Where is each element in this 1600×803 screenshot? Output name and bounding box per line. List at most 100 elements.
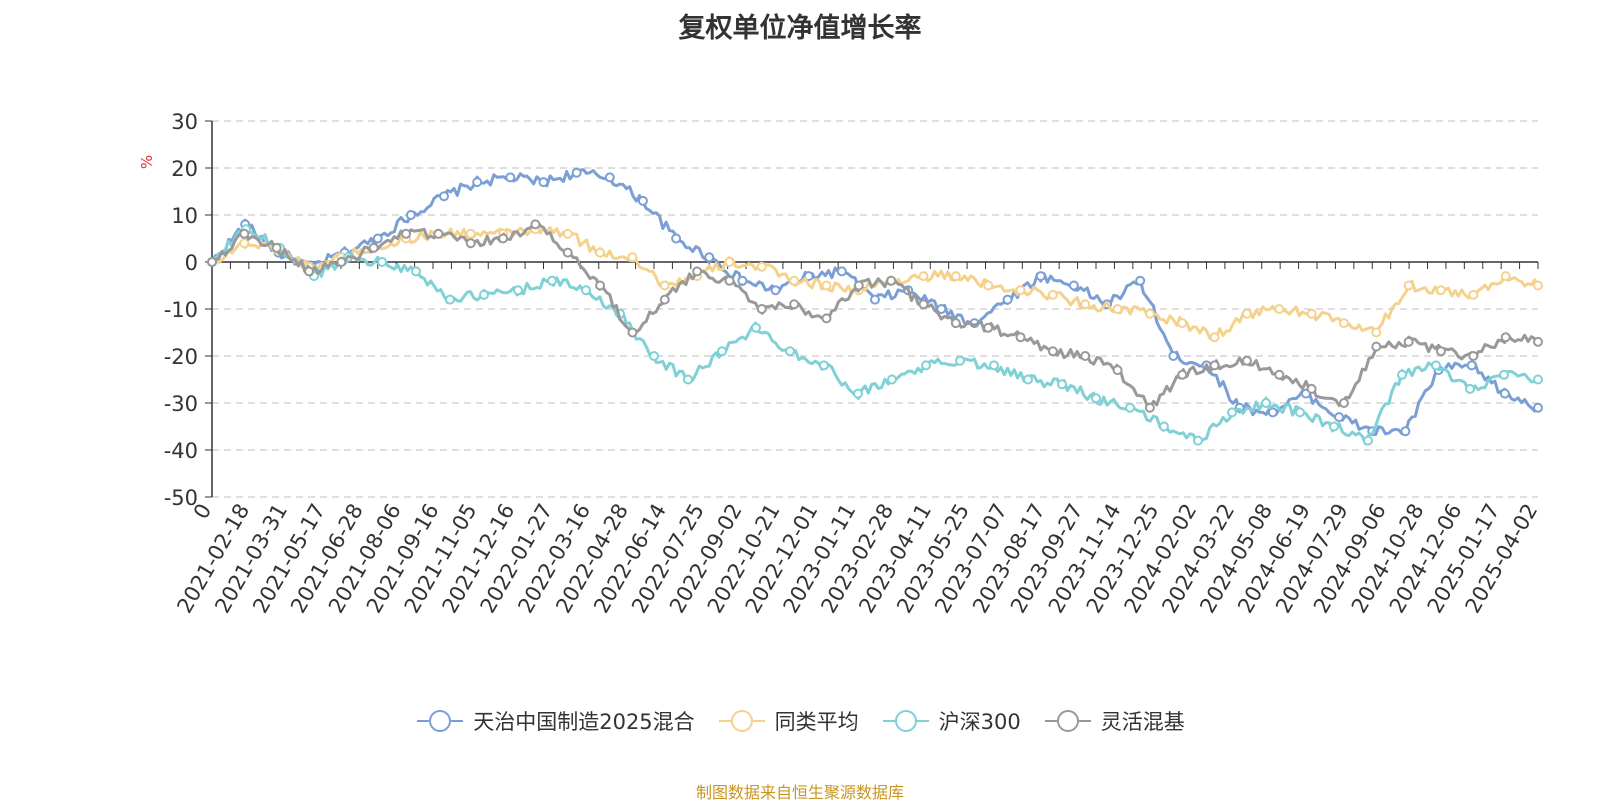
series-point-2 [411, 266, 421, 277]
series-point-1 [1435, 285, 1446, 296]
series-point-1 [595, 247, 606, 258]
y-tick-label: -40 [164, 439, 198, 463]
series-point-2 [955, 355, 965, 366]
series-point-1 [756, 261, 767, 272]
series-point-0 [1002, 294, 1013, 305]
series-point-2 [785, 346, 795, 357]
series-point-0 [870, 294, 880, 305]
series-line-3 [211, 220, 1540, 410]
series-point-0 [604, 172, 615, 183]
legend-item-1[interactable]: 同类平均 [717, 706, 859, 736]
legend-marker-icon [718, 710, 765, 732]
series-point-1 [983, 280, 994, 291]
series-point-3 [853, 280, 864, 291]
series-point-2 [513, 285, 523, 296]
series-point-3 [336, 257, 347, 267]
series-point-3 [1468, 351, 1479, 361]
series-point-3 [1371, 341, 1382, 352]
series-point-3 [692, 266, 703, 277]
y-tick-label: 30 [171, 110, 198, 134]
series-point-0 [1068, 280, 1079, 291]
series-point-1 [1468, 289, 1479, 300]
series-point-2 [1329, 421, 1339, 432]
series-point-3 [207, 257, 217, 267]
series-point-3 [530, 219, 541, 230]
series-point-1 [1500, 271, 1511, 282]
series-point-3 [401, 228, 412, 239]
series-point-3 [950, 318, 961, 329]
series-point-0 [472, 177, 483, 188]
series-point-2 [445, 294, 455, 305]
series-point-3 [1047, 346, 1058, 357]
series-point-1 [1144, 308, 1155, 319]
series-point-2 [377, 257, 387, 267]
series-point-1 [1241, 308, 1252, 319]
y-tick-label: -10 [164, 298, 198, 322]
series-point-2 [717, 346, 727, 357]
legend-label: 同类平均 [774, 710, 859, 734]
series-point-3 [368, 242, 379, 253]
series-point-0 [936, 304, 947, 314]
legend-item-2[interactable]: 沪深300 [881, 706, 1021, 736]
series-point-0 [1466, 360, 1477, 371]
series-point-3 [465, 238, 476, 249]
series-point-1 [1306, 308, 1317, 319]
series-point-0 [571, 167, 582, 178]
series-point-2 [1533, 374, 1543, 385]
series-point-3 [562, 247, 573, 258]
chart-title: 复权单位净值增长率 [678, 13, 922, 44]
gridlines [212, 120, 1538, 498]
series-point-2 [649, 351, 659, 361]
series-point-3 [498, 233, 509, 244]
series-point-2 [751, 322, 761, 333]
series-point-0 [538, 177, 549, 188]
series-point-0 [1168, 351, 1179, 361]
series-point-3 [918, 299, 929, 310]
series-point-3 [789, 299, 800, 310]
series-point-2 [1465, 383, 1475, 394]
series-point-2 [1397, 369, 1407, 380]
legend-label: 天治中国制造2025混合 [473, 710, 695, 734]
series-point-2 [1057, 379, 1067, 390]
series-point-0 [737, 275, 748, 286]
y-tick-label: -30 [164, 392, 198, 416]
series-point-0 [704, 252, 715, 263]
series-point-3 [1177, 369, 1188, 380]
series-point-2 [479, 289, 489, 300]
series-point-3 [1306, 383, 1317, 394]
legend-item-0[interactable]: 天治中国制造2025混合 [415, 706, 695, 736]
series-lines [207, 167, 1543, 446]
series-point-3 [595, 280, 606, 291]
series-point-3 [724, 275, 735, 286]
series-point-1 [1112, 304, 1123, 314]
series-point-1 [562, 228, 573, 239]
y-tick-label: 20 [171, 157, 198, 181]
series-point-2 [819, 360, 829, 371]
series-point-1 [1047, 289, 1058, 300]
series-point-2 [1023, 374, 1033, 385]
series-point-0 [770, 285, 781, 296]
series-point-2 [853, 388, 863, 399]
series-line-2 [210, 230, 1539, 446]
series-point-0 [1135, 275, 1146, 286]
series-point-2 [1091, 393, 1101, 404]
legend-marker-icon [417, 710, 464, 732]
legend-item-3[interactable]: 灵活混基 [1043, 706, 1185, 736]
axes: 3020100-10-20-30-40-5002021-02-182021-03… [164, 110, 1543, 617]
series-point-0 [1334, 412, 1345, 423]
series-point-3 [627, 327, 638, 338]
series-point-2 [547, 275, 557, 286]
y-axis-label: % [138, 155, 156, 169]
series-point-1 [789, 275, 800, 286]
series-point-0 [671, 233, 682, 244]
series-point-0 [836, 266, 847, 277]
series-point-3 [1015, 332, 1026, 343]
series-point-0 [1499, 388, 1510, 399]
series-point-3 [1080, 351, 1091, 361]
series-point-1 [724, 257, 735, 267]
series-point-2 [1363, 435, 1373, 446]
series-point-1 [1274, 304, 1285, 314]
series-point-3 [1533, 336, 1543, 347]
series-point-2 [989, 360, 999, 371]
series-point-3 [1435, 346, 1446, 357]
